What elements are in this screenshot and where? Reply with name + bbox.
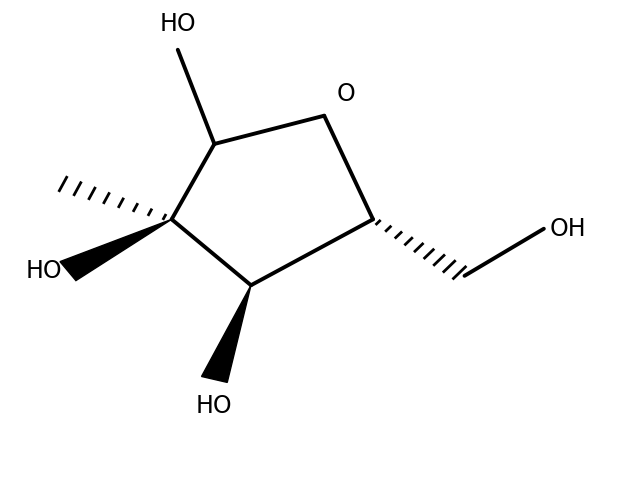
Text: O: O (336, 82, 355, 106)
Text: OH: OH (550, 217, 587, 241)
Text: HO: HO (25, 259, 62, 283)
Text: HO: HO (160, 12, 196, 36)
Polygon shape (202, 285, 251, 382)
Text: HO: HO (196, 393, 233, 417)
Polygon shape (60, 220, 172, 281)
